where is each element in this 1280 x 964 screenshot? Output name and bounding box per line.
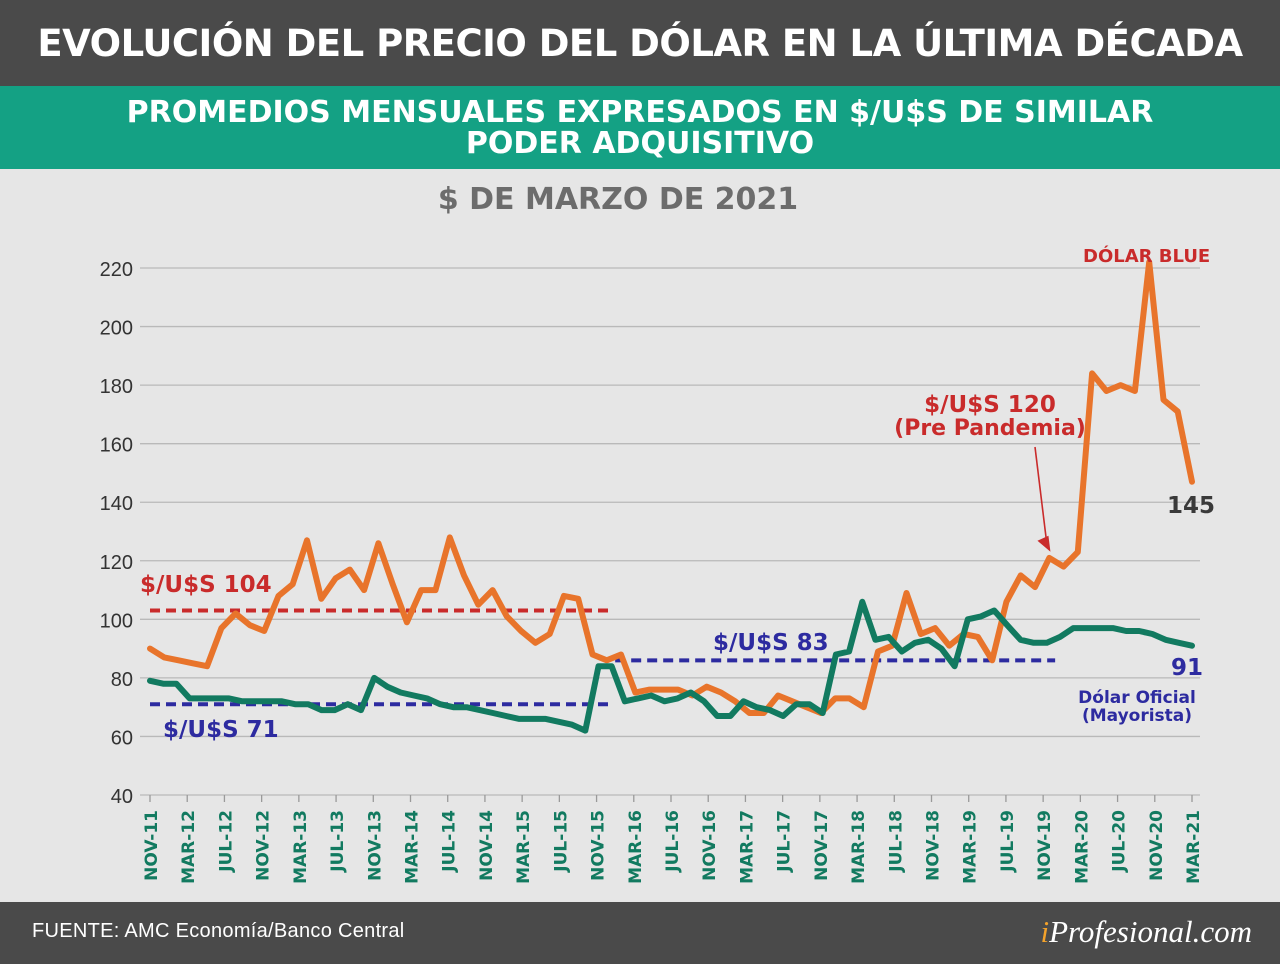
pre-pandemia-label-1: $/U$S 120 [924, 392, 1056, 418]
x-tick-label: NOV-20 [1147, 810, 1167, 881]
y-tick-label: 140 [100, 493, 133, 515]
x-tick-label: NOV-17 [812, 810, 832, 881]
x-tick-label: NOV-15 [589, 810, 609, 881]
brand-logo: iProfesional.com [1040, 914, 1252, 950]
y-tick-label: 100 [100, 610, 133, 632]
dolar-oficial-label-1: Dólar Oficial [1078, 688, 1196, 708]
reference-label: $/U$S 71 [163, 717, 279, 743]
x-tick-label: NOV-13 [365, 810, 385, 881]
source-text: FUENTE: AMC Economía/Banco Central [32, 920, 405, 942]
x-tick-label: JUL-13 [328, 810, 348, 873]
x-tick-label: NOV-16 [700, 810, 720, 881]
x-tick-label: JUL-19 [998, 810, 1018, 873]
dolar-blue-line [147, 259, 1195, 716]
brand-logo-i: i [1040, 914, 1050, 949]
x-tick-label: MAR-12 [179, 810, 199, 884]
y-tick-label: 80 [111, 669, 133, 691]
reference-label: $/U$S 104 [140, 572, 272, 598]
x-tick-label: NOV-19 [1035, 810, 1055, 881]
pre-pandemia-arrow [1034, 446, 1048, 541]
reference-label: $/U$S 83 [713, 630, 829, 656]
unit-label: $ DE MARZO DE 2021 [437, 182, 799, 217]
x-tick-label: MAR-14 [403, 810, 423, 884]
pre-pandemia-label-2: (Pre Pandemia) [894, 416, 1086, 441]
x-tick-label: JUL-20 [1110, 810, 1130, 873]
x-tick-label: JUL-12 [216, 810, 236, 873]
x-tick-label: JUL-17 [775, 810, 795, 873]
y-tick-label: 220 [100, 259, 133, 281]
x-tick-label: NOV-18 [924, 810, 944, 881]
chart-title: EVOLUCIÓN DEL PRECIO DEL DÓLAR EN LA ÚLT… [0, 0, 1280, 86]
x-tick-label: NOV-14 [477, 810, 497, 881]
x-tick-label: MAR-19 [961, 810, 981, 884]
x-tick-label: MAR-16 [626, 810, 646, 884]
x-tick-label: MAR-13 [291, 810, 311, 884]
x-tick-label: JUL-16 [663, 810, 683, 873]
x-tick-label: JUL-15 [551, 810, 571, 873]
footer: FUENTE: AMC Economía/Banco Central iProf… [0, 902, 1280, 964]
y-tick-label: 120 [100, 552, 133, 574]
y-tick-label: 180 [100, 376, 133, 398]
chart-subtitle: PROMEDIOS MENSUALES EXPRESADOS EN $/U$S … [0, 86, 1280, 169]
y-tick-label: 40 [111, 786, 133, 808]
dolar-blue-end-label: 145 [1167, 493, 1215, 519]
x-tick-label: NOV-11 [142, 810, 162, 881]
subtitle-line-2: PODER ADQUISITIVO [465, 125, 815, 161]
brand-logo-text: Profesional.com [1049, 914, 1252, 949]
y-tick-label: 160 [100, 435, 133, 457]
dolar-oficial-end-label: 91 [1171, 655, 1203, 681]
x-tick-label: NOV-12 [254, 810, 274, 881]
pre-pandemia-arrowhead [1037, 535, 1051, 552]
dolar-oficial-label-2: (Mayorista) [1082, 706, 1192, 726]
x-tick-label: JUL-18 [886, 810, 906, 873]
dolar-oficial-line [147, 598, 1195, 734]
y-tick-label: 60 [111, 727, 133, 749]
x-tick-label: MAR-21 [1184, 810, 1204, 884]
x-tick-label: JUL-14 [440, 810, 460, 873]
x-tick-label: MAR-17 [737, 810, 757, 884]
x-tick-label: MAR-20 [1072, 810, 1092, 884]
dolar-blue-label: DÓLAR BLUE [1083, 245, 1210, 267]
x-tick-label: MAR-18 [849, 810, 869, 884]
subtitle-line-1: PROMEDIOS MENSUALES EXPRESADOS EN $/U$S … [126, 94, 1154, 130]
y-tick-label: 200 [100, 318, 133, 340]
line-chart: 220 200 180 160 140 120 100 80 60 40 NOV-11 MAR-12 J… [100, 245, 1215, 884]
x-tick-label: MAR-15 [514, 810, 534, 884]
